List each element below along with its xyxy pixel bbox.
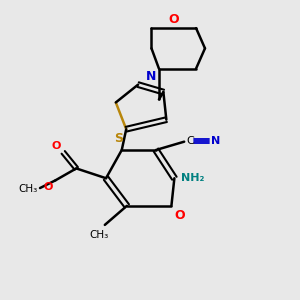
- Text: O: O: [52, 141, 61, 151]
- Text: O: O: [44, 182, 53, 191]
- Text: CH₃: CH₃: [90, 230, 109, 240]
- Text: O: O: [169, 13, 179, 26]
- Text: N: N: [146, 70, 157, 83]
- Text: CH₃: CH₃: [18, 184, 38, 194]
- Text: NH₂: NH₂: [181, 173, 204, 183]
- Text: S: S: [114, 132, 123, 145]
- Text: O: O: [174, 209, 185, 222]
- Text: N: N: [211, 136, 220, 146]
- Text: C: C: [187, 136, 194, 146]
